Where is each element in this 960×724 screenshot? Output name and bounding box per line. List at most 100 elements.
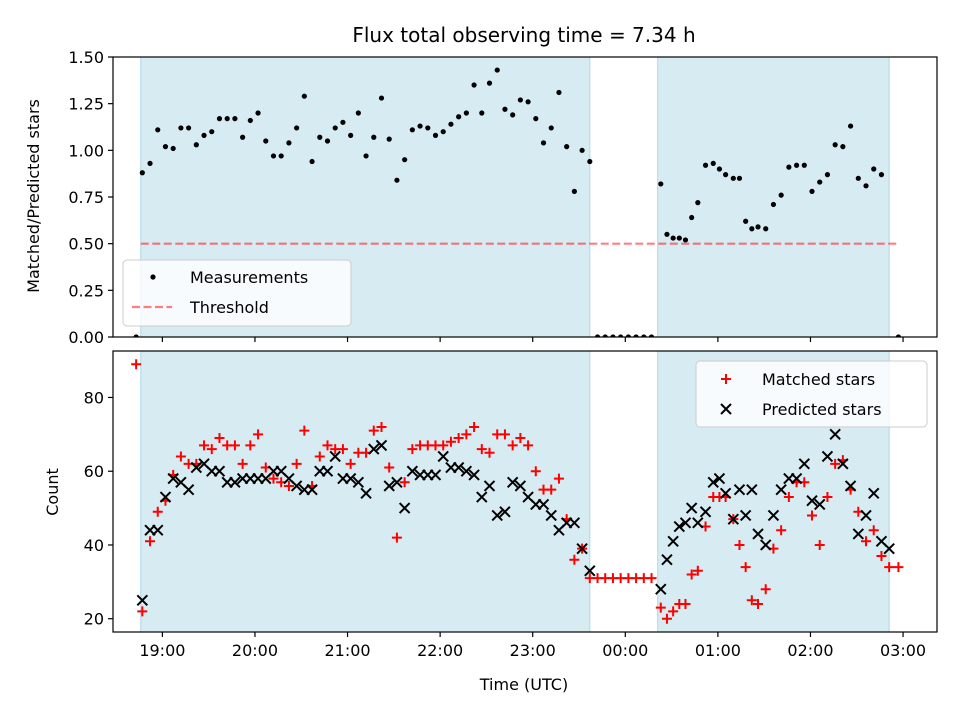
data-point <box>733 483 746 496</box>
data-point <box>201 132 207 138</box>
observing-window-band <box>657 57 890 337</box>
data-point <box>760 584 771 595</box>
data-point <box>661 554 673 566</box>
data-point <box>479 110 485 116</box>
data-point <box>730 175 736 181</box>
panel-counts: 20 40 60 80 19:00 20:00 21:00 22:00 23:00 00:00 01… <box>84 350 938 660</box>
data-point <box>568 517 581 529</box>
data-point <box>760 539 772 551</box>
data-point <box>822 492 833 503</box>
data-point <box>483 480 496 492</box>
legend: Matched stars Predicted stars <box>695 360 928 428</box>
data-point <box>806 495 818 507</box>
x-tick-label: 19:00 <box>139 641 185 660</box>
data-point <box>499 429 510 440</box>
data-point <box>868 487 880 500</box>
data-point <box>743 218 749 224</box>
data-point <box>263 138 269 144</box>
data-point <box>699 506 712 518</box>
data-point <box>667 535 679 547</box>
legend-marker-predicted <box>720 403 732 415</box>
data-point <box>344 472 357 485</box>
data-point <box>801 162 807 168</box>
data-point <box>821 450 834 463</box>
y-tick-label: 40 <box>84 536 104 555</box>
data-point <box>469 421 480 432</box>
data-point <box>793 162 800 168</box>
data-point <box>837 458 849 470</box>
data-point <box>692 517 704 529</box>
data-point <box>685 502 698 514</box>
data-point <box>514 480 527 492</box>
data-point <box>407 444 418 455</box>
data-point <box>807 510 818 521</box>
data-point <box>814 498 826 511</box>
data-point <box>178 125 184 131</box>
data-point <box>471 82 477 88</box>
data-point <box>556 89 562 96</box>
data-point <box>767 509 780 522</box>
data-point <box>391 532 402 543</box>
data-point <box>755 224 761 230</box>
data-point <box>152 506 163 517</box>
data-point <box>291 458 302 469</box>
data-point <box>545 509 557 522</box>
data-point <box>525 99 531 105</box>
y-tick-label: 1.50 <box>68 48 104 67</box>
data-point <box>658 181 664 187</box>
legend-box <box>695 360 928 428</box>
data-point <box>778 192 784 198</box>
x-tick-label: 22:00 <box>417 641 463 660</box>
data-point <box>895 334 902 337</box>
data-point <box>734 539 745 550</box>
data-point <box>517 97 523 103</box>
data-point <box>587 158 593 165</box>
y-tick-label: 1.00 <box>68 141 104 160</box>
data-point <box>594 334 601 337</box>
data-point <box>190 461 203 474</box>
data-point <box>746 483 758 496</box>
x-tick-label: 21:00 <box>324 641 370 660</box>
data-point <box>209 129 215 135</box>
data-point <box>752 528 764 540</box>
data-point <box>571 188 577 194</box>
data-point <box>507 440 518 451</box>
data-point <box>301 93 307 99</box>
data-point <box>409 127 415 133</box>
data-point <box>139 170 145 176</box>
plot-area <box>133 57 902 337</box>
data-point <box>348 132 354 138</box>
data-point <box>602 334 608 337</box>
data-point <box>453 433 464 444</box>
data-point <box>753 598 764 609</box>
data-point <box>576 542 588 555</box>
data-point <box>391 476 403 488</box>
data-point <box>863 183 869 189</box>
data-point <box>398 502 411 514</box>
data-point <box>876 551 887 562</box>
data-point <box>515 433 526 444</box>
data-point <box>817 179 823 185</box>
data-point <box>270 153 277 159</box>
data-point <box>214 433 225 444</box>
data-point <box>162 144 169 150</box>
data-point <box>770 201 777 208</box>
axes-frame <box>112 350 938 633</box>
y-tick-label: 0.75 <box>68 188 104 207</box>
data-point <box>175 451 186 462</box>
data-point <box>537 498 550 511</box>
y-tick-label: 0.50 <box>68 235 104 254</box>
data-point <box>739 509 752 522</box>
data-point <box>871 166 877 172</box>
y-tick-label: 0.25 <box>68 281 104 300</box>
data-point <box>155 127 161 133</box>
data-point <box>569 554 580 565</box>
data-point <box>294 125 300 131</box>
data-point <box>722 172 729 178</box>
data-point <box>702 162 709 168</box>
data-point <box>417 123 423 129</box>
data-point <box>167 472 179 485</box>
y-tick-label: 1.25 <box>68 95 104 114</box>
data-point <box>844 480 857 492</box>
